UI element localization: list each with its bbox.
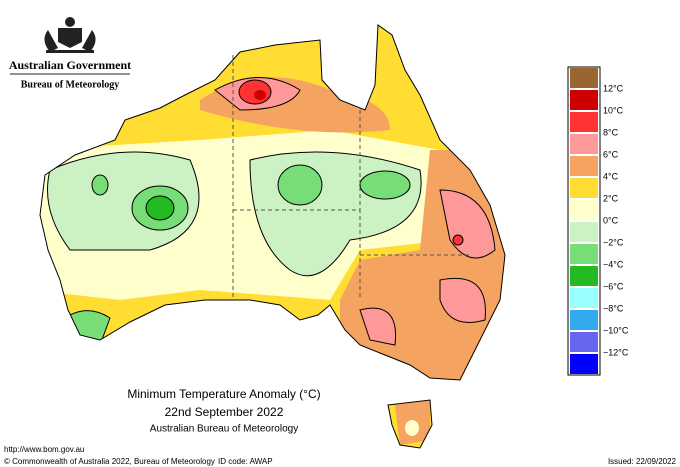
legend-swatch <box>570 222 598 242</box>
legend-label: −2°C <box>603 237 624 247</box>
copyright: © Commonwealth of Australia 2022, Bureau… <box>4 457 215 466</box>
title-line-2: 22nd September 2022 <box>165 405 284 419</box>
url: http://www.bom.gov.au <box>4 445 84 454</box>
legend-label: 0°C <box>603 215 619 225</box>
legend-swatch <box>570 90 598 110</box>
legend-swatch <box>570 68 598 88</box>
legend-swatch <box>570 178 598 198</box>
legend-label: 6°C <box>603 149 619 159</box>
legend-label: 2°C <box>603 193 619 203</box>
legend-label: 8°C <box>603 127 619 137</box>
legend-swatch <box>570 200 598 220</box>
legend-frame <box>567 66 601 376</box>
government: Australian Government <box>9 58 131 72</box>
coastline <box>39 24 506 449</box>
legend-swatch <box>570 288 598 308</box>
legend-swatch <box>570 156 598 176</box>
title-line-3: Australian Bureau of Meteorology <box>150 424 298 435</box>
legend-label: 10°C <box>603 105 624 115</box>
legend-label: 4°C <box>603 171 619 181</box>
coat-of-arms <box>44 17 96 53</box>
legend-swatch <box>570 266 598 286</box>
legend-swatch <box>570 354 598 374</box>
legend-label: −4°C <box>603 259 624 269</box>
legend: 12°C 10°C 8°C 6°C 4°C 2°C 0°C −2°C −4°C −6°C −8°C −… <box>570 68 629 374</box>
legend-swatch <box>570 332 598 352</box>
legend-label: −10°C <box>603 325 629 335</box>
legend-swatch <box>570 244 598 264</box>
legend-swatch <box>570 310 598 330</box>
legend-swatch <box>570 134 598 154</box>
legend-swatch <box>570 112 598 132</box>
legend-label: −6°C <box>603 281 624 291</box>
title-line-1: Minimum Temperature Anomaly (°C) <box>127 387 320 401</box>
issued: Issued: 22/09/2022 <box>608 457 677 466</box>
state-borders <box>232 55 470 300</box>
legend-label: 12°C <box>603 83 624 93</box>
bureau: Bureau of Meteorology <box>21 79 120 90</box>
legend-label: −8°C <box>603 303 624 313</box>
legend-label: −12°C <box>603 347 629 357</box>
id-code: ID code: AWAP <box>218 457 273 466</box>
